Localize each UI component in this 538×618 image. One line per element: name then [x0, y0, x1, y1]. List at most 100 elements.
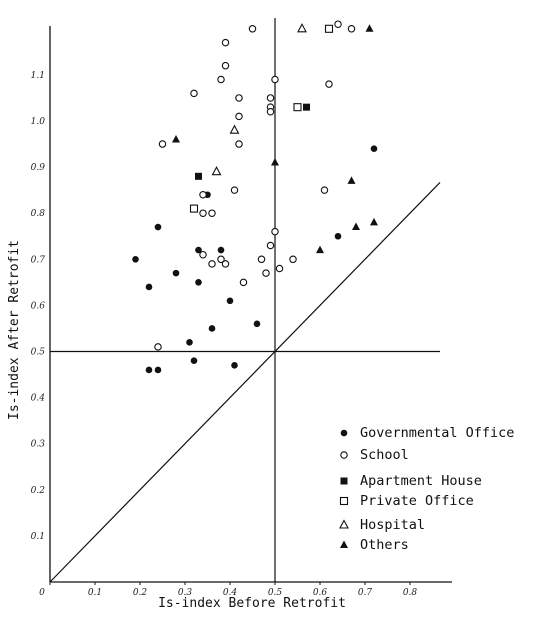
others-point [352, 222, 360, 231]
y-axis-label: Is-index After Retrofit [7, 240, 22, 420]
school-point [271, 75, 279, 84]
hospital-point [211, 166, 222, 176]
governmental-office-point [231, 362, 238, 369]
x-tick-label: 0 [39, 588, 45, 598]
series-hospital [211, 23, 307, 176]
governmental-office-point [190, 357, 198, 365]
school-point [239, 278, 248, 287]
x-tick-label: 0.6 [313, 588, 328, 598]
y-tick-label: 0.8 [31, 209, 46, 219]
school-point [158, 140, 167, 148]
others-point [365, 24, 374, 32]
governmental-office-point [186, 338, 193, 346]
others-point [172, 134, 180, 143]
y-tick-label: 0.4 [31, 394, 46, 404]
legend-marker-others [340, 540, 348, 548]
governmental-office-point [208, 325, 216, 332]
tick-labels: 0 0.1 0.2 0.3 0.4 0.5 0.6 0.7 0.8 0.1 0.2 0.3 0.4 0.5… [31, 71, 418, 598]
legend-item-school: School [340, 447, 409, 463]
data-points [132, 20, 378, 374]
school-point [266, 94, 275, 102]
others-point [316, 245, 324, 254]
legend-label-hospital: Hospital [360, 517, 425, 533]
legend-item-private-office: Private Office [339, 493, 474, 509]
school-point [208, 209, 216, 217]
governmental-office-point [154, 223, 162, 231]
x-tick-label: 0.8 [403, 588, 418, 598]
school-point [199, 191, 207, 199]
school-point [230, 186, 239, 194]
private-office-point [293, 103, 302, 112]
governmental-office-point [172, 269, 180, 277]
governmental-office-point [145, 366, 153, 374]
school-point [221, 260, 230, 268]
y-tick-label: 0.2 [31, 486, 46, 496]
school-point [235, 94, 243, 102]
y-tick-label: 1.0 [31, 117, 46, 127]
legend-marker-apartment-house [340, 477, 348, 485]
y-tick-label: 0.7 [31, 255, 46, 265]
y-tick-label: 1.1 [31, 71, 45, 81]
school-point [266, 241, 275, 250]
legend-marker-school [340, 451, 348, 459]
private-office-point [324, 24, 334, 33]
legend-marker-hospital [339, 519, 349, 529]
governmental-office-point [226, 297, 234, 305]
governmental-office-point [145, 283, 153, 291]
others-point [271, 157, 279, 166]
x-tick-label: 0.2 [133, 588, 148, 598]
school-point [199, 209, 207, 217]
y-tick-label: 0.1 [31, 532, 45, 542]
governmental-office-point [334, 232, 342, 240]
legend-item-hospital: Hospital [339, 517, 425, 533]
school-point [320, 186, 329, 194]
school-point [289, 255, 297, 264]
legend-item-governmental-office: Governmental Office [340, 425, 514, 441]
legend-item-others: Others [340, 537, 409, 553]
school-point [347, 25, 356, 33]
x-axis-label: Is-index Before Retrofit [158, 596, 346, 611]
legend-marker-governmental-office [340, 429, 348, 437]
series-governmental-office [132, 145, 378, 374]
school-point [334, 20, 342, 28]
school-point [235, 140, 243, 148]
legend: Governmental Office School Apartment House… [339, 425, 514, 553]
governmental-office-point [195, 246, 202, 254]
governmental-office-point [253, 320, 261, 328]
x-tick-label: 0.1 [88, 588, 102, 598]
school-point [154, 343, 162, 351]
legend-marker-private-office [339, 496, 349, 506]
x-tick-label: 0.7 [358, 588, 373, 598]
school-point [235, 112, 243, 121]
school-point [271, 227, 279, 236]
series-private-office [189, 24, 334, 213]
school-point [217, 75, 225, 84]
hospital-point [297, 23, 307, 33]
others-point [347, 176, 356, 184]
x-tick-label: 0.5 [268, 588, 283, 598]
governmental-office-point [370, 145, 378, 152]
governmental-office-point [154, 366, 162, 374]
school-point [208, 260, 216, 268]
legend-label-apartment-house: Apartment House [360, 473, 482, 489]
y-tick-label: 0.6 [31, 301, 46, 311]
school-point [221, 61, 230, 70]
governmental-office-point [132, 255, 139, 263]
school-point [221, 38, 230, 47]
legend-label-governmental-office: Governmental Office [360, 425, 514, 441]
diagonal-reference-line [49, 182, 441, 583]
school-point [190, 89, 198, 98]
school-point [325, 80, 333, 88]
governmental-office-point [217, 246, 225, 254]
y-tick-label: 0.9 [31, 163, 46, 173]
y-tick-label: 0.5 [31, 348, 46, 358]
school-point [248, 25, 257, 33]
others-point [370, 217, 378, 226]
legend-label-school: School [360, 447, 409, 463]
school-point [275, 264, 284, 273]
apartment-house-point [303, 103, 310, 111]
x-tick-label: 0.4 [223, 588, 238, 598]
apartment-house-point [195, 172, 202, 180]
x-tick-label: 0.3 [178, 588, 193, 598]
